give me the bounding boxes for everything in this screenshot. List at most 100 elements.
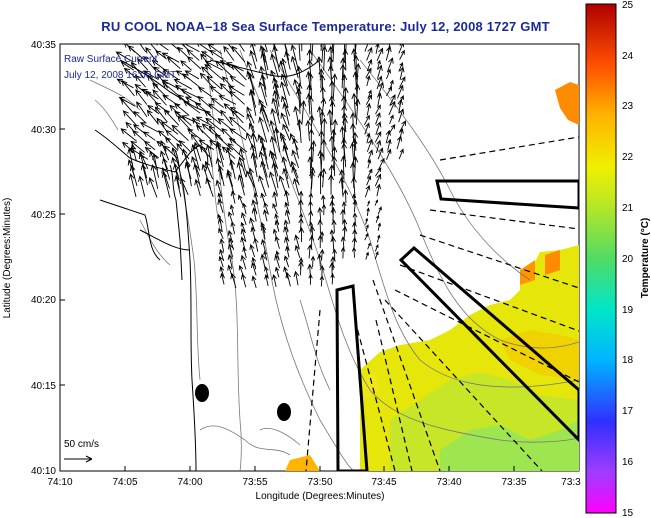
current-vector	[271, 97, 281, 124]
current-vector	[389, 94, 396, 106]
current-vector	[307, 156, 314, 179]
current-vector	[351, 176, 357, 198]
sst-data-layer	[285, 82, 579, 471]
current-vector	[330, 273, 335, 285]
current-vector	[272, 203, 278, 215]
current-vector	[166, 56, 181, 70]
current-vector	[207, 44, 222, 55]
current-vector	[387, 138, 392, 151]
current-vector	[193, 163, 201, 189]
current-vector	[258, 174, 267, 197]
current-vector	[289, 132, 299, 151]
current-vector	[284, 201, 290, 215]
current-vector	[273, 127, 281, 153]
current-vector	[318, 130, 325, 153]
current-vector	[341, 201, 347, 214]
current-vector	[351, 92, 358, 117]
current-vector	[338, 176, 345, 197]
current-vector	[250, 226, 256, 240]
current-vector	[308, 273, 313, 285]
current-vector	[240, 273, 247, 288]
current-vector	[147, 104, 160, 115]
current-vector	[201, 163, 212, 189]
current-vector	[272, 191, 278, 206]
current-vector	[238, 194, 244, 206]
current-vector	[260, 74, 267, 98]
cb-tick-16: 16	[622, 457, 634, 468]
current-vector	[376, 92, 383, 107]
current-vector	[204, 60, 224, 71]
current-vector	[342, 189, 349, 204]
current-vector	[298, 226, 305, 242]
current-vector	[260, 160, 270, 188]
current-vector	[292, 137, 299, 159]
current-vector	[364, 184, 371, 198]
current-vector	[160, 121, 179, 135]
current-vector	[330, 194, 335, 206]
current-vector	[258, 116, 268, 143]
current-vector	[342, 48, 349, 71]
transect-box-north	[435, 179, 579, 210]
current-vector	[162, 68, 179, 80]
xtick-6: 73:40	[436, 477, 461, 488]
current-vector	[218, 227, 224, 240]
current-vector	[367, 242, 371, 250]
current-vector	[178, 140, 191, 152]
current-vector	[246, 112, 255, 133]
x-axis-ticks: 74:10 74:05 74:00 73:55 73:50 73:45 73:4…	[47, 466, 581, 488]
current-vector	[208, 125, 224, 141]
current-vector	[241, 212, 247, 225]
current-vector	[161, 52, 180, 63]
current-vector	[174, 102, 190, 116]
cb-tick-23: 23	[622, 101, 634, 112]
current-vector	[330, 235, 336, 251]
current-vector	[341, 104, 348, 126]
current-vector	[129, 164, 138, 187]
current-vector	[204, 64, 224, 81]
current-vector	[375, 121, 382, 135]
current-vector	[376, 139, 382, 153]
cb-tick-15: 15	[622, 508, 634, 518]
current-vector	[160, 140, 170, 161]
current-vector	[253, 192, 259, 205]
xtick-1: 74:05	[112, 477, 137, 488]
colorbar	[585, 3, 617, 514]
current-vector	[249, 49, 257, 70]
current-vector	[180, 177, 189, 195]
current-vector	[218, 255, 224, 268]
current-vector	[260, 238, 266, 252]
current-vector	[352, 70, 359, 96]
current-vector	[225, 146, 233, 170]
current-vector	[238, 156, 247, 178]
current-vector	[284, 189, 290, 205]
current-vector	[246, 170, 255, 188]
current-vector	[397, 98, 404, 114]
current-vector	[271, 161, 279, 189]
current-vector	[229, 90, 245, 105]
surface-current-vectors	[115, 44, 407, 288]
current-vector	[329, 229, 335, 242]
current-vector	[134, 74, 146, 88]
buoy-marker-1	[195, 384, 209, 402]
current-vector	[375, 44, 380, 54]
current-vector	[230, 272, 237, 288]
current-vector	[385, 129, 391, 144]
current-vector	[295, 87, 302, 114]
current-vector	[250, 152, 258, 178]
current-vector	[269, 119, 277, 144]
current-vector	[219, 60, 234, 70]
current-vector	[307, 244, 313, 259]
current-vector	[319, 110, 326, 132]
current-vector	[180, 60, 192, 71]
current-vector	[283, 266, 289, 279]
current-vector	[327, 109, 333, 133]
current-vector	[354, 83, 361, 107]
current-vector	[332, 44, 335, 62]
current-vector	[120, 98, 136, 115]
current-vector	[227, 264, 234, 279]
current-vector	[292, 177, 300, 196]
xtick-2: 74:00	[177, 477, 202, 488]
current-vector	[240, 254, 247, 270]
xtick-5: 73:45	[371, 477, 396, 488]
current-vector	[228, 137, 248, 153]
